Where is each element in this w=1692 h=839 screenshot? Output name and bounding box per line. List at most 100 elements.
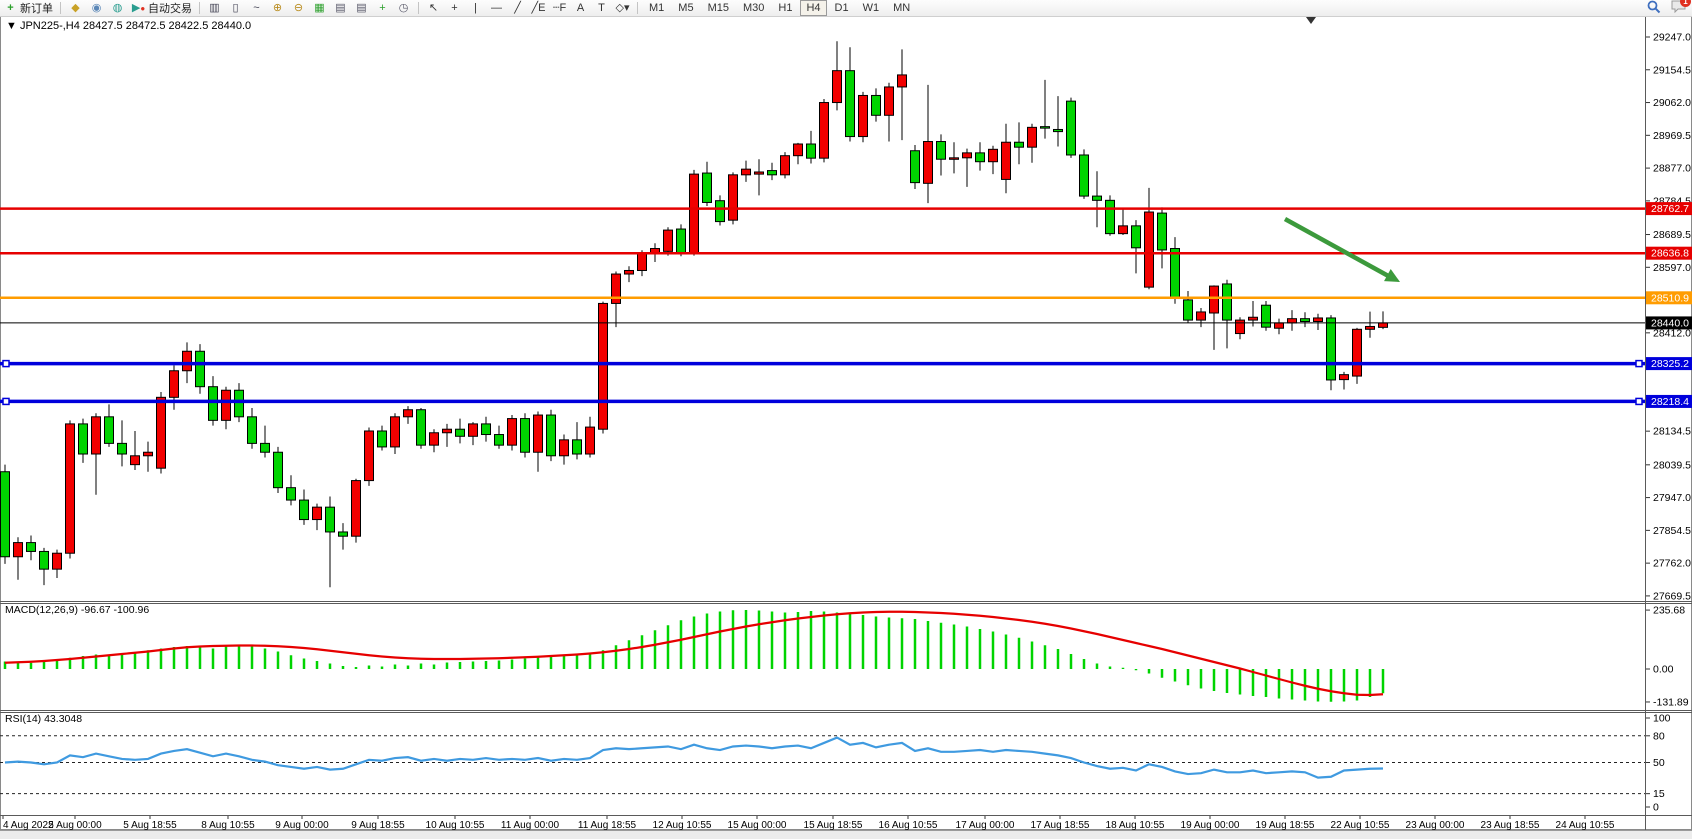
trend-arrow-head[interactable] — [1384, 268, 1400, 282]
horizontal-line-icon[interactable]: — — [491, 1, 502, 14]
profiles-icon[interactable]: ▤ — [356, 1, 367, 14]
candle — [260, 442, 270, 453]
timeframe-h4[interactable]: H4 — [800, 0, 827, 16]
date-label[interactable]: 15 Aug 00:00 — [728, 820, 787, 831]
candle — [832, 70, 842, 104]
date-label[interactable]: 22 Aug 10:55 — [1331, 820, 1390, 831]
search-icon[interactable] — [1647, 0, 1661, 17]
candle — [234, 389, 244, 418]
label-icon[interactable]: T — [598, 1, 605, 14]
new-chart-icon[interactable]: ▤ — [335, 1, 346, 14]
candle — [1014, 141, 1024, 148]
candle — [338, 531, 348, 537]
candle — [312, 506, 322, 521]
shapes-icon[interactable]: ◇▾ — [615, 1, 630, 14]
crosshair-icon[interactable]: + — [451, 1, 458, 14]
trendline-icon[interactable]: ╱ — [514, 1, 521, 14]
candle — [923, 141, 933, 184]
candle — [949, 157, 959, 160]
price-tick-label: 27762.0 — [1653, 558, 1691, 570]
toolbar-separator — [637, 2, 638, 14]
date-label[interactable]: 16 Aug 10:55 — [879, 820, 938, 831]
channel-icon[interactable]: ╱E — [531, 1, 546, 14]
candle — [559, 439, 569, 457]
date-label[interactable]: 12 Aug 10:55 — [653, 820, 712, 831]
candle — [728, 174, 738, 221]
date-label[interactable]: 5 Aug 18:55 — [123, 820, 177, 831]
support-line-2-price-label — [1646, 394, 1692, 408]
date-label[interactable]: 18 Aug 10:55 — [1106, 820, 1165, 831]
date-label[interactable]: 11 Aug 00:00 — [501, 820, 560, 831]
bar-chart-icon[interactable]: ▥ — [209, 1, 220, 14]
candle — [975, 152, 985, 163]
candle — [702, 172, 712, 203]
fibonacci-icon[interactable]: ┄F — [552, 1, 567, 14]
vertical-line-icon[interactable]: | — [474, 1, 477, 14]
tile-windows-icon[interactable]: ▦ — [314, 1, 325, 14]
timeframe-m1[interactable]: M1 — [649, 2, 665, 14]
line-chart-icon[interactable]: ~ — [253, 1, 260, 14]
date-label[interactable]: 11 Aug 18:55 — [578, 820, 637, 831]
autotrade-button[interactable]: ▶● 自动交易 — [128, 1, 195, 16]
zoom-out-icon[interactable]: ⊖ — [293, 1, 304, 14]
date-label[interactable]: 19 Aug 18:55 — [1256, 820, 1315, 831]
draw-icon-group: ↖ + | — ╱ ╱E ┄F A T ◇▾ — [423, 1, 633, 16]
candle — [533, 414, 543, 453]
date-label[interactable]: 23 Aug 00:00 — [1406, 820, 1465, 831]
pivot-line-price-label — [1646, 291, 1692, 305]
chat-badge: 1 — [1680, 0, 1691, 7]
timeframe-m30[interactable]: M30 — [742, 2, 765, 14]
candle — [39, 550, 49, 570]
price-tick-label: 28597.0 — [1653, 262, 1691, 274]
date-label[interactable]: 4 Aug 2022 — [3, 820, 54, 831]
zoom-in-icon[interactable]: ⊕ — [272, 1, 283, 14]
candle — [195, 350, 205, 388]
support-line-2-handle[interactable] — [2, 397, 10, 406]
timeframe-d1[interactable]: D1 — [834, 2, 849, 14]
timeframe-h1[interactable]: H1 — [778, 2, 793, 14]
shift-marker[interactable] — [1306, 17, 1316, 24]
date-label[interactable]: 10 Aug 10:55 — [426, 820, 485, 831]
trend-arrow[interactable] — [1283, 217, 1394, 280]
candle — [351, 480, 361, 537]
candle — [1196, 311, 1206, 321]
support-line-1-handle[interactable] — [2, 359, 10, 368]
date-label[interactable]: 15 Aug 18:55 — [804, 820, 863, 831]
date-label[interactable]: 23 Aug 18:55 — [1481, 820, 1540, 831]
rsi-tick-label: 100 — [1653, 713, 1671, 725]
support-line-2-handle[interactable] — [1635, 397, 1643, 406]
indicators-icon[interactable]: + — [379, 1, 386, 14]
date-label[interactable]: 24 Aug 10:55 — [1556, 820, 1615, 831]
timeframe-w1[interactable]: W1 — [862, 2, 880, 14]
candle-chart-icon[interactable]: ▯ — [232, 1, 239, 14]
candle — [1053, 128, 1063, 133]
date-label[interactable]: 17 Aug 18:55 — [1031, 820, 1090, 831]
new-order-button[interactable]: + 新订单 — [0, 1, 56, 16]
date-label[interactable]: 9 Aug 00:00 — [275, 820, 329, 831]
timeframe-mn[interactable]: MN — [893, 2, 911, 14]
profile-icon[interactable]: ◉ — [91, 1, 102, 14]
date-label[interactable]: 17 Aug 00:00 — [956, 820, 1015, 831]
date-label[interactable]: 5 Aug 00:00 — [48, 820, 102, 831]
candle — [1183, 299, 1193, 321]
candle — [429, 432, 439, 446]
support-line-1-handle[interactable] — [1635, 359, 1643, 368]
date-label[interactable]: 9 Aug 18:55 — [351, 820, 405, 831]
timeframe-m15[interactable]: M15 — [707, 2, 729, 14]
period-icon[interactable]: ◷ — [398, 1, 409, 14]
chat-icon[interactable]: 1 — [1671, 0, 1691, 16]
timeframe-m5[interactable]: M5 — [678, 2, 694, 14]
candle — [910, 150, 920, 184]
text-icon[interactable]: A — [576, 1, 585, 14]
cursor-icon[interactable]: ↖ — [428, 1, 439, 14]
toolbar-separator — [199, 2, 200, 14]
date-label[interactable]: 8 Aug 10:55 — [201, 820, 255, 831]
candle — [468, 423, 478, 437]
resistance-line-2-price-label — [1646, 246, 1692, 260]
funnel-icon[interactable]: ◆ — [71, 1, 80, 14]
signal-icon[interactable]: ◍ — [112, 1, 123, 14]
candle — [91, 416, 101, 455]
price-tick-label: 27854.5 — [1653, 525, 1691, 537]
date-label[interactable]: 19 Aug 00:00 — [1181, 820, 1240, 831]
